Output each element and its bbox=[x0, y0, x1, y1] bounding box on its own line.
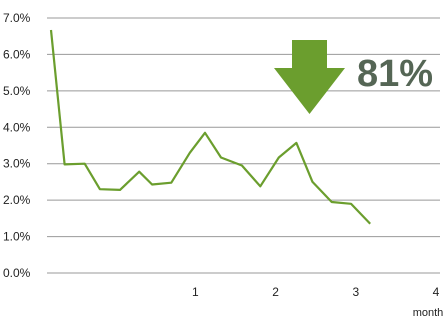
down-arrow-icon bbox=[274, 40, 345, 114]
series-layer bbox=[49, 29, 371, 225]
x-tick-label: 4 bbox=[433, 285, 440, 299]
x-tick-label: 3 bbox=[352, 285, 359, 299]
y-tick-label: 7.0% bbox=[3, 11, 31, 25]
y-axis-ticks: 0.0% 1.0% 2.0% 3.0% 4.0% 5.0% 6.0% 7.0% bbox=[3, 11, 31, 280]
series-line bbox=[49, 29, 371, 225]
x-axis-label: month bbox=[413, 307, 444, 319]
x-tick-label: 1 bbox=[192, 285, 199, 299]
y-tick-label: 3.0% bbox=[3, 157, 31, 171]
y-tick-label: 4.0% bbox=[3, 120, 31, 134]
annotation-percent: 81% bbox=[357, 53, 433, 95]
grid-lines bbox=[47, 17, 440, 274]
y-tick-label: 6.0% bbox=[3, 47, 31, 61]
y-tick-label: 2.0% bbox=[3, 193, 31, 207]
y-tick-label: 5.0% bbox=[3, 84, 31, 98]
x-axis-ticks: 1 2 3 4 bbox=[192, 285, 440, 299]
x-tick-label: 2 bbox=[272, 285, 279, 299]
y-tick-label: 1.0% bbox=[3, 230, 31, 244]
y-tick-label: 0.0% bbox=[3, 266, 31, 280]
